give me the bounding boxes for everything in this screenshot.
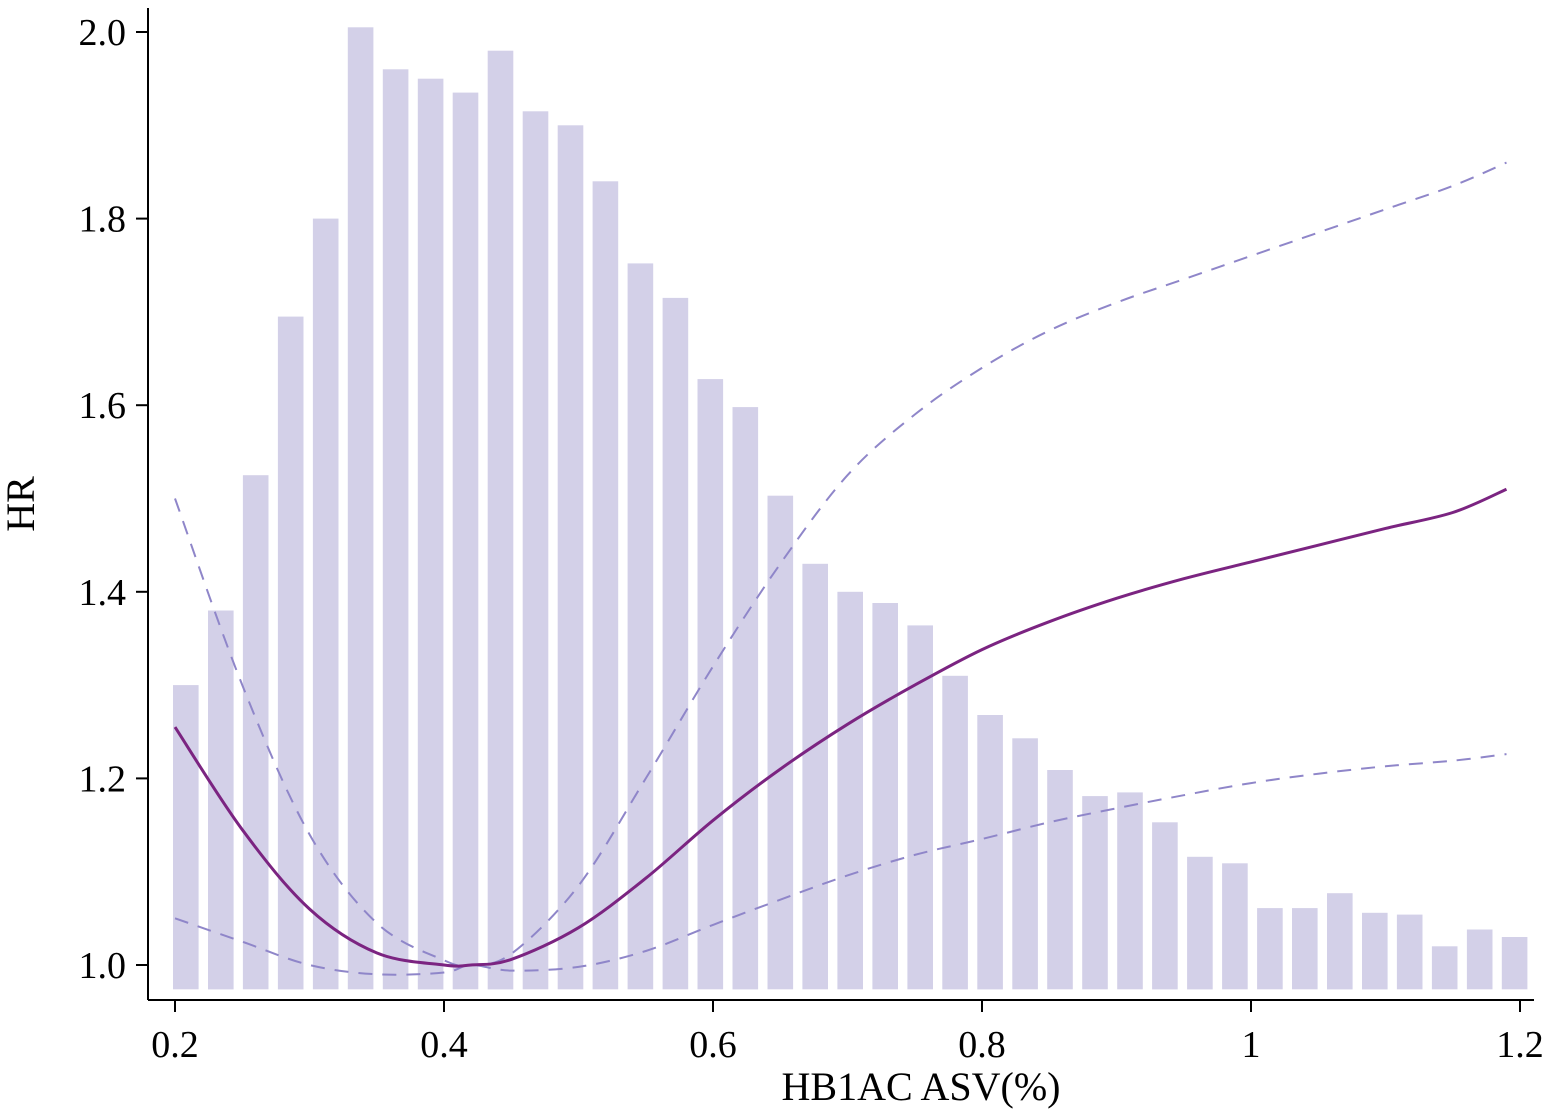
histogram-bar bbox=[382, 69, 409, 990]
x-tick-label: 0.6 bbox=[689, 1024, 737, 1066]
histogram-bar bbox=[1501, 937, 1528, 990]
histogram-bar bbox=[417, 78, 444, 990]
histogram-bar bbox=[627, 263, 654, 990]
histogram-bar bbox=[977, 715, 1003, 990]
lower-ci-line bbox=[174, 753, 1507, 976]
histogram-bar bbox=[557, 125, 584, 990]
histogram-bar bbox=[907, 625, 933, 990]
y-tick-label: 1.4 bbox=[79, 572, 127, 614]
histogram-bar bbox=[347, 27, 374, 990]
histogram-bar bbox=[732, 407, 759, 990]
histogram-bar bbox=[1152, 822, 1178, 990]
histogram-bar bbox=[1117, 792, 1143, 990]
histogram-bar bbox=[173, 685, 199, 990]
y-tick-label: 2.0 bbox=[79, 12, 127, 54]
y-axis-ticks: 1.0 1.2 1.4 1.6 1.8 2.0 bbox=[79, 12, 148, 987]
histogram-bar bbox=[1362, 912, 1388, 990]
histogram-bar bbox=[592, 181, 619, 990]
x-axis-ticks: 0.2 0.4 0.6 0.8 1 1.2 bbox=[151, 1000, 1544, 1066]
histogram-bar bbox=[487, 50, 514, 990]
histogram-bar bbox=[1327, 893, 1353, 990]
histogram-bar bbox=[1466, 929, 1493, 990]
histogram-bar bbox=[1292, 908, 1318, 990]
spline-curves bbox=[173, 161, 1508, 976]
histogram-bar bbox=[1396, 914, 1423, 990]
histogram-bar bbox=[1047, 770, 1073, 990]
x-tick-label: 0.4 bbox=[420, 1024, 468, 1066]
histogram-bar bbox=[1082, 796, 1108, 990]
estimate-line bbox=[173, 487, 1508, 968]
histogram-bar bbox=[242, 475, 269, 990]
histogram-bar bbox=[522, 111, 549, 990]
histogram-bar bbox=[662, 297, 689, 990]
upper-ci-line bbox=[174, 161, 1507, 967]
histogram-bar bbox=[1222, 863, 1248, 990]
y-tick-label: 1.8 bbox=[79, 199, 127, 241]
histogram-bar bbox=[697, 379, 724, 990]
histogram-bar bbox=[767, 495, 794, 990]
histogram-bar bbox=[837, 591, 863, 990]
histogram-bar bbox=[277, 316, 304, 990]
histogram-bar bbox=[1257, 908, 1283, 990]
x-tick-label: 1 bbox=[1242, 1024, 1261, 1066]
histogram-bars bbox=[173, 27, 1528, 990]
histogram-bar bbox=[802, 563, 828, 990]
histogram-bar bbox=[1431, 946, 1458, 990]
histogram-bar bbox=[872, 603, 898, 990]
y-axis-title: HR bbox=[0, 476, 43, 532]
y-tick-label: 1.0 bbox=[79, 945, 127, 987]
x-axis-title: HB1AC ASV(%) bbox=[782, 1064, 1061, 1109]
x-tick-label: 0.8 bbox=[958, 1024, 1006, 1066]
axes: 0.2 0.4 0.6 0.8 1 1.2 1.0 1.2 1.4 1.6 1.8 2.0 bbox=[79, 8, 1544, 1066]
x-tick-label: 1.2 bbox=[1496, 1024, 1544, 1066]
x-tick-label: 0.2 bbox=[151, 1024, 199, 1066]
histogram-bar bbox=[1012, 738, 1038, 990]
y-tick-label: 1.6 bbox=[79, 385, 127, 427]
histogram-bar bbox=[1187, 856, 1213, 990]
histogram-bar bbox=[942, 675, 968, 990]
histogram-bar bbox=[452, 92, 479, 990]
y-tick-label: 1.2 bbox=[79, 758, 127, 800]
